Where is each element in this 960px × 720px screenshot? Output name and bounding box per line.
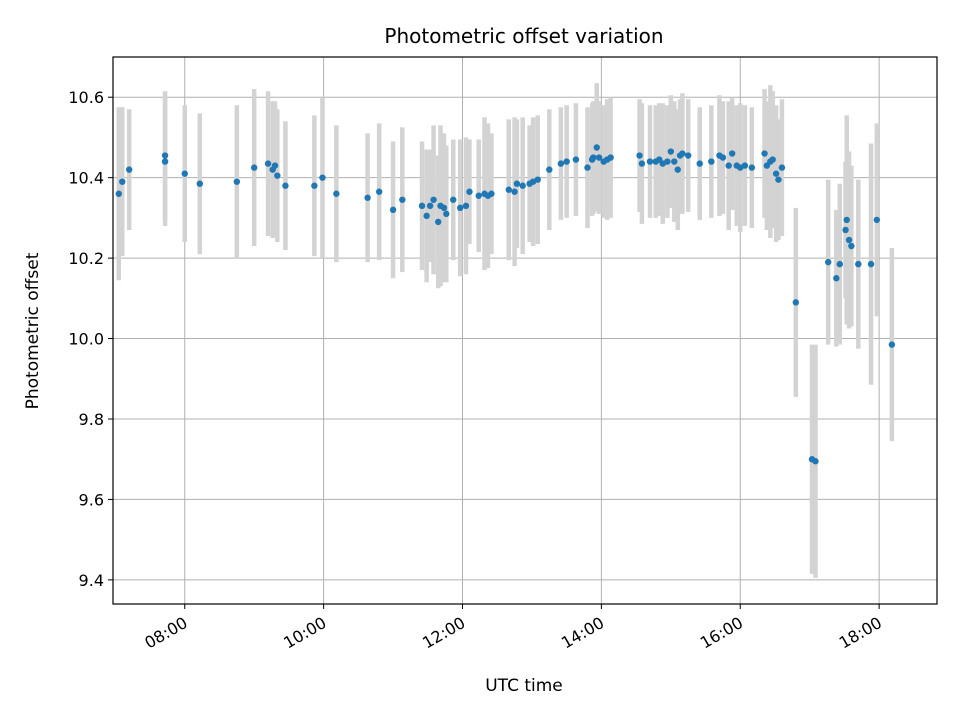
data-point <box>513 180 521 187</box>
data-point <box>728 150 736 157</box>
data-point <box>161 152 169 159</box>
y-tick-label: 9.8 <box>79 410 104 429</box>
data-point <box>488 190 495 197</box>
data-point <box>119 178 126 185</box>
data-point <box>855 260 862 268</box>
data-point <box>274 172 281 179</box>
data-point <box>519 182 526 189</box>
y-tick-label: 10.0 <box>68 330 104 349</box>
data-point <box>584 164 591 171</box>
data-point <box>418 202 426 210</box>
data-point <box>282 182 289 189</box>
data-point <box>466 188 473 195</box>
data-point <box>679 150 686 157</box>
data-point <box>557 160 565 167</box>
data-point <box>505 186 512 193</box>
data-point <box>161 158 169 165</box>
chart-title: Photometric offset variation <box>384 24 663 48</box>
data-point <box>462 202 470 210</box>
data-point <box>848 242 855 250</box>
data-point <box>873 216 881 224</box>
data-point <box>456 204 464 212</box>
data-point <box>748 164 756 171</box>
data-point <box>845 236 853 244</box>
data-point <box>115 190 122 197</box>
data-point <box>389 206 397 214</box>
data-point <box>888 341 896 348</box>
x-axis-label: UTC time <box>485 676 563 696</box>
data-point <box>671 158 678 165</box>
data-point <box>181 170 188 177</box>
data-point <box>595 154 603 161</box>
data-point <box>667 148 675 155</box>
data-point <box>607 154 614 161</box>
data-point <box>636 152 643 159</box>
data-point <box>475 192 482 199</box>
data-point <box>646 158 654 165</box>
data-point <box>741 162 749 169</box>
data-point <box>638 160 646 167</box>
data-point <box>435 218 442 226</box>
data-point <box>126 166 133 173</box>
grid-lines <box>113 57 937 604</box>
data-point <box>423 212 430 220</box>
data-point <box>511 188 518 195</box>
data-point <box>761 150 768 157</box>
data-point <box>867 260 875 268</box>
data-point <box>833 275 840 282</box>
data-point <box>708 158 715 165</box>
data-point <box>250 164 258 171</box>
data-point <box>719 154 727 161</box>
data-point <box>333 190 340 197</box>
data-point <box>825 258 832 266</box>
data-point <box>430 196 437 203</box>
data-point <box>769 156 776 163</box>
data-point <box>572 156 580 163</box>
data-point <box>233 178 241 185</box>
data-point <box>772 170 780 177</box>
data-point <box>271 162 279 169</box>
data-point <box>674 166 681 173</box>
data-point <box>836 260 843 268</box>
data-point <box>450 196 457 203</box>
data-point <box>440 204 448 212</box>
data-point <box>426 202 434 210</box>
y-tick-label: 10.2 <box>68 249 104 268</box>
y-tick-label: 9.4 <box>79 571 104 590</box>
data-point <box>842 226 849 234</box>
data-point <box>664 158 671 165</box>
data-point <box>319 174 326 181</box>
data-point <box>792 299 800 306</box>
data-point <box>778 164 786 171</box>
y-tick-label: 10.6 <box>68 88 104 107</box>
y-axis-ticks: 9.4 9.6 9.8 10.0 10.2 10.4 10.6 <box>68 88 113 590</box>
data-point <box>725 162 732 169</box>
data-point <box>546 166 553 173</box>
data-point <box>443 210 450 218</box>
data-point <box>593 144 600 151</box>
y-tick-label: 10.4 <box>68 169 104 188</box>
data-point <box>696 160 703 167</box>
plot-frame <box>112 56 938 605</box>
data-point <box>812 458 819 465</box>
data-point <box>590 154 597 161</box>
data-point <box>775 176 782 183</box>
data-point <box>264 160 272 167</box>
y-tick-label: 9.6 <box>79 490 104 509</box>
data-point <box>843 216 850 224</box>
data-point <box>196 180 203 187</box>
y-axis-label: Photometric offset <box>23 252 43 409</box>
data-point <box>684 152 692 159</box>
data-point <box>399 196 406 203</box>
data-point <box>375 188 383 195</box>
data-point <box>534 176 541 183</box>
data-points <box>115 144 896 465</box>
data-point <box>563 158 570 165</box>
data-point <box>364 194 371 201</box>
data-point <box>311 182 318 189</box>
